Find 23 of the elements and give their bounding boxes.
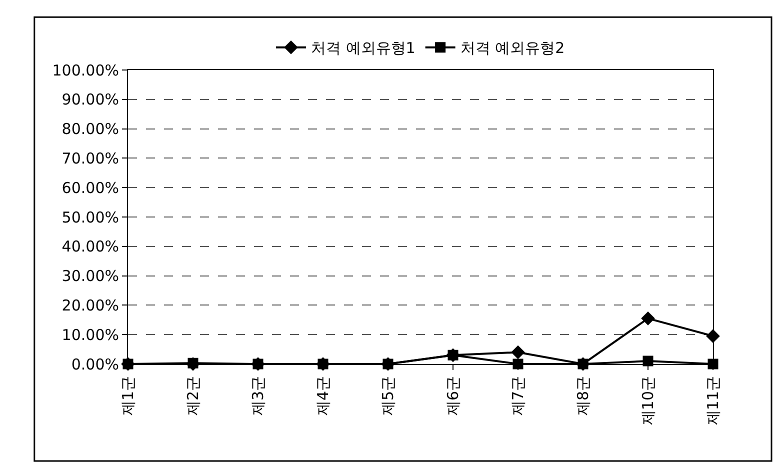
x-tick-label: 제2군 xyxy=(184,376,202,416)
x-tick-label: 제1군 xyxy=(118,376,137,416)
x-tick-label: 제10군 xyxy=(638,376,657,426)
x-tick-label: 제11군 xyxy=(704,376,722,426)
y-tick-label: 100.00% xyxy=(52,61,119,80)
y-tick-label: 0.00% xyxy=(71,355,119,374)
y-tick-label: 10.00% xyxy=(62,326,119,344)
y-tick-label: 20.00% xyxy=(62,296,119,314)
y-tick-label: 60.00% xyxy=(62,178,119,197)
x-tick-label: 제7군 xyxy=(508,376,527,416)
x-tick-label: 제4군 xyxy=(314,376,332,416)
y-tick-label: 80.00% xyxy=(62,120,119,138)
x-tick-label: 제5군 xyxy=(378,376,397,416)
x-tick-label: 제8군 xyxy=(574,376,592,416)
y-tick-label: 90.00% xyxy=(62,90,119,109)
y-tick-label: 30.00% xyxy=(62,267,119,286)
y-tick-label: 70.00% xyxy=(62,149,119,168)
x-tick-label: 제6군 xyxy=(444,376,462,416)
legend-label: 처격 예외유형1 xyxy=(311,39,416,58)
legend-label: 처격 예외유형2 xyxy=(460,39,565,58)
y-tick-label: 40.00% xyxy=(62,238,119,256)
x-tick-label: 제3군 xyxy=(248,376,267,416)
y-tick-label: 50.00% xyxy=(62,208,119,226)
